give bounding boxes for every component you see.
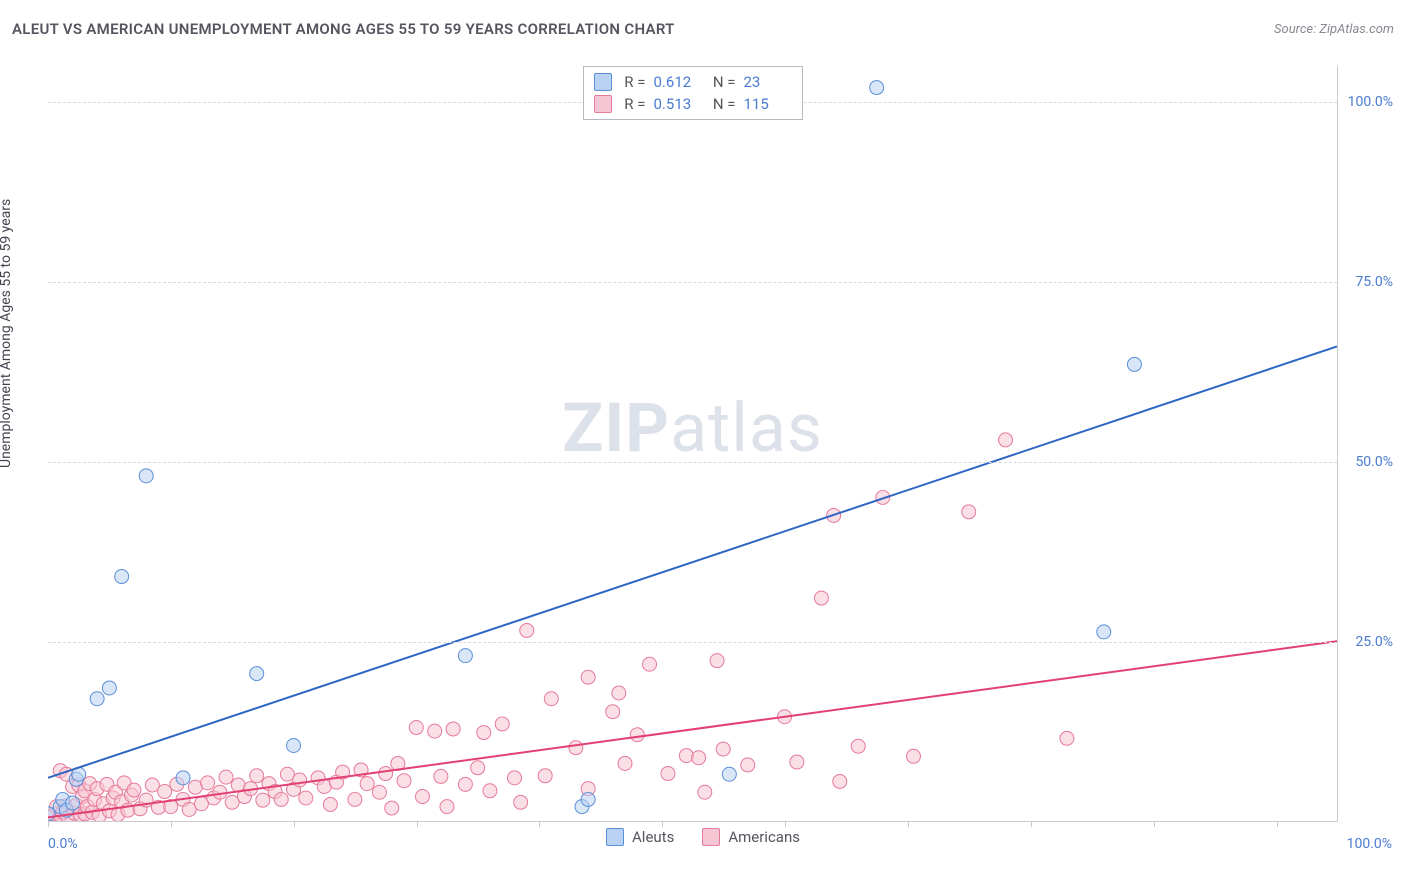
x-tick — [539, 821, 540, 827]
x-tick — [171, 821, 172, 827]
x-tick — [417, 821, 418, 827]
legend-label-americans: Americans — [728, 828, 800, 846]
series-legend: Aleuts Americans — [606, 828, 800, 846]
chart-svg — [48, 66, 1337, 821]
gridline — [48, 642, 1337, 643]
n-label: N = — [710, 95, 736, 113]
y-tick-label: 75.0% — [1355, 274, 1393, 290]
gridline — [48, 282, 1337, 283]
y-axis-label: Unemployment Among Ages 55 to 59 years — [0, 199, 14, 468]
x-tick — [1154, 821, 1155, 827]
n-label: N = — [710, 73, 736, 91]
r-value-americans: 0.513 — [654, 95, 702, 113]
swatch-americans-bottom — [702, 828, 720, 846]
watermark-bold: ZIP — [562, 388, 670, 468]
n-value-americans: 115 — [744, 95, 792, 113]
x-tick — [294, 821, 295, 827]
legend-item-americans: Americans — [702, 828, 800, 846]
x-tick — [1031, 821, 1032, 827]
r-label: R = — [620, 95, 646, 113]
legend-label-aleuts: Aleuts — [632, 828, 674, 846]
watermark: ZIPatlas — [562, 388, 823, 468]
chart-title: ALEUT VS AMERICAN UNEMPLOYMENT AMONG AGE… — [12, 20, 675, 38]
legend-row-aleuts: R = 0.612 N = 23 — [594, 71, 792, 93]
x-tick — [785, 821, 786, 827]
chart-header: ALEUT VS AMERICAN UNEMPLOYMENT AMONG AGE… — [12, 20, 1394, 38]
plot-area: ZIPatlas R = 0.612 N = 23 R = 0.513 N = … — [48, 66, 1338, 822]
y-tick-label: 50.0% — [1355, 454, 1393, 470]
n-value-aleuts: 23 — [744, 73, 792, 91]
gridline — [48, 462, 1337, 463]
legend-item-aleuts: Aleuts — [606, 828, 674, 846]
legend-row-americans: R = 0.513 N = 115 — [594, 93, 792, 115]
watermark-light: atlas — [670, 388, 823, 468]
r-value-aleuts: 0.612 — [654, 73, 702, 91]
r-label: R = — [620, 73, 646, 91]
x-tick — [1277, 821, 1278, 827]
x-tick — [908, 821, 909, 827]
x-axis-start-label: 0.0% — [48, 836, 78, 852]
swatch-aleuts — [594, 73, 612, 91]
source-label: Source: ZipAtlas.com — [1274, 22, 1394, 37]
x-tick — [48, 821, 49, 827]
swatch-americans — [594, 95, 612, 113]
x-tick — [662, 821, 663, 827]
correlation-legend: R = 0.612 N = 23 R = 0.513 N = 115 — [583, 66, 803, 120]
y-tick-label: 25.0% — [1355, 634, 1393, 650]
x-axis-end-label: 100.0% — [1347, 836, 1392, 852]
swatch-aleuts-bottom — [606, 828, 624, 846]
y-tick-label: 100.0% — [1348, 94, 1393, 110]
